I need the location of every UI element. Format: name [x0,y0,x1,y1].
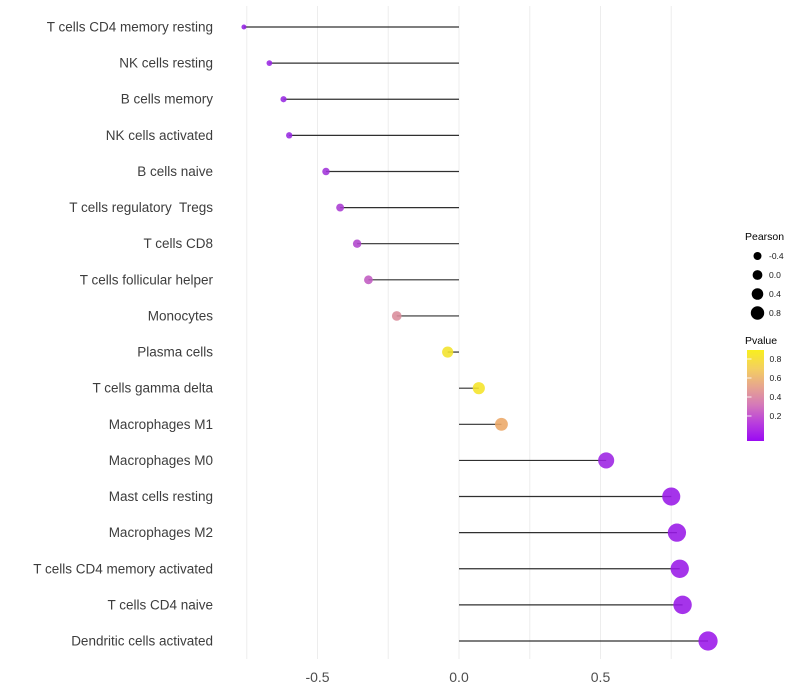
y-axis-label: T cells CD8 [143,236,213,251]
gridlines [246,6,672,659]
y-axis-label: NK cells resting [119,56,213,71]
lollipop-dot [670,559,689,578]
y-axis-label: Macrophages M1 [109,417,213,432]
y-axis-label: Macrophages M0 [109,453,213,468]
pearson-legend-value: -0.4 [769,251,784,261]
lollipop-dot [667,523,687,542]
lollipop-dot [662,487,681,506]
lollipop-dot [322,167,330,176]
x-tick-label: -0.5 [305,669,329,685]
lollipop-dot [266,60,273,66]
lollipop-dot [352,239,362,248]
pearson-legend-title: Pearson [745,231,784,243]
x-axis-tick-labels: -0.5 0.0 0.5 [305,669,610,685]
y-axis-label: Plasma cells [137,345,213,360]
lollipop-dot [241,24,247,30]
pvalue-tick-label: 0.8 [770,354,782,364]
pearson-legend-value: 0.8 [769,308,781,318]
pvalue-color-legend: Pvalue 0.8 0.6 0.4 0.2 [745,335,782,441]
pvalue-tick-label: 0.4 [770,392,782,402]
pvalue-gradient-bar [747,350,764,441]
y-axis-label: T cells follicular helper [80,272,214,287]
pvalue-legend-title: Pvalue [745,335,777,347]
x-tick-label: 0.5 [591,669,611,685]
x-tick-label: 0.0 [449,669,469,685]
lollipop-dot [336,203,345,212]
pearson-legend-dot [752,270,763,280]
y-axis-label: T cells CD4 memory resting [47,20,213,35]
pearson-legend-dot [751,288,764,300]
y-axis-label: T cells CD4 naive [107,597,213,612]
y-axis-labels: T cells CD4 memory resting NK cells resti… [33,20,213,649]
y-axis-label: Monocytes [148,308,214,323]
lollipop-stems [243,26,709,642]
y-axis-label: Dendritic cells activated [71,634,213,649]
y-axis-label: T cells gamma delta [92,381,213,396]
lollipop-dot [442,346,454,358]
y-axis-label: Macrophages M2 [109,525,213,540]
lollipop-dot [698,631,718,651]
lollipop-dot [286,132,293,139]
pearson-legend-value: 0.4 [769,289,781,299]
y-axis-label: NK cells activated [106,128,213,143]
y-axis-label: B cells naive [137,164,213,179]
pvalue-tick-label: 0.6 [770,373,782,383]
pearson-size-legend: Pearson -0.4 0.0 0.4 0.8 [745,231,784,320]
pvalue-tick-label: 0.2 [770,411,782,421]
pearson-legend-dot [750,306,765,320]
lollipop-dot [472,382,485,395]
lollipop-dot [598,452,615,469]
y-axis-label: T cells CD4 memory activated [33,561,213,576]
lollipop-dot [673,595,692,615]
y-axis-label: B cells memory [121,92,214,107]
pearson-legend-dot [753,252,762,260]
pearson-legend-value: 0.0 [769,270,781,280]
lollipop-dot [391,311,402,321]
y-axis-label: Mast cells resting [109,489,213,504]
y-axis-label: T cells regulatory Tregs [69,200,213,215]
lollipop-dot [495,417,508,431]
lollipop-dots [241,24,718,651]
lollipop-dot [280,96,287,103]
lollipop-dot [364,275,373,285]
